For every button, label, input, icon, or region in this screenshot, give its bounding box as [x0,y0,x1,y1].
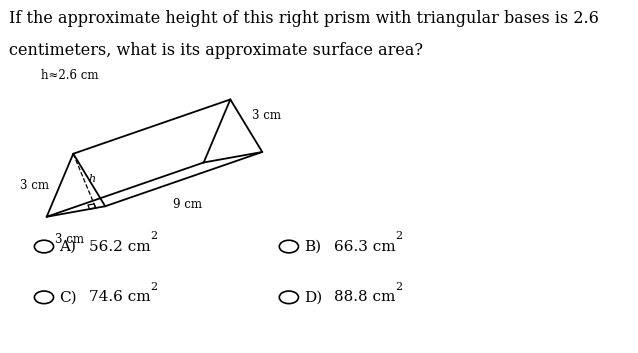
Text: 3 cm: 3 cm [20,179,49,192]
Text: 2: 2 [151,282,158,292]
Text: 66.3 cm: 66.3 cm [334,240,396,253]
Text: 88.8 cm: 88.8 cm [334,290,396,304]
Text: If the approximate height of this right prism with triangular bases is 2.6: If the approximate height of this right … [10,10,599,27]
Text: A): A) [59,240,76,253]
Text: 56.2 cm: 56.2 cm [89,240,151,253]
Text: B): B) [304,240,321,253]
Text: 9 cm: 9 cm [173,198,202,211]
Text: 3 cm: 3 cm [251,109,281,122]
Text: 2: 2 [151,231,158,241]
Text: 2: 2 [396,282,403,292]
Text: D): D) [304,290,322,304]
Text: C): C) [59,290,77,304]
Text: 3 cm: 3 cm [55,233,84,246]
Text: 2: 2 [396,231,403,241]
Text: centimeters, what is its approximate surface area?: centimeters, what is its approximate sur… [10,42,424,59]
Text: 74.6 cm: 74.6 cm [89,290,151,304]
Text: h≈2.6 cm: h≈2.6 cm [41,69,99,82]
Text: h: h [89,174,96,184]
